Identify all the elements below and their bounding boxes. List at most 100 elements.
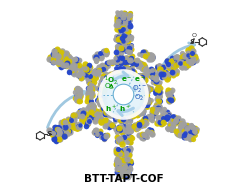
Point bbox=[126, 47, 130, 50]
Point bbox=[79, 75, 82, 78]
Point bbox=[90, 94, 94, 97]
Point bbox=[127, 24, 131, 27]
Point bbox=[158, 121, 162, 124]
Point bbox=[129, 38, 133, 41]
Point bbox=[146, 72, 150, 75]
Point bbox=[142, 86, 146, 89]
Point bbox=[129, 137, 133, 140]
Point bbox=[177, 55, 181, 58]
Point bbox=[138, 77, 142, 80]
Point bbox=[50, 58, 54, 61]
Point bbox=[51, 131, 55, 134]
Point bbox=[158, 81, 162, 84]
Point bbox=[163, 116, 167, 119]
Point bbox=[54, 50, 58, 53]
Point bbox=[132, 124, 136, 127]
Point bbox=[122, 129, 126, 132]
Point bbox=[129, 135, 133, 138]
Point bbox=[171, 120, 175, 123]
Point bbox=[147, 130, 151, 133]
Point bbox=[179, 128, 183, 131]
Point bbox=[92, 79, 96, 82]
Point bbox=[177, 132, 181, 136]
Point bbox=[139, 73, 143, 76]
Point bbox=[101, 79, 104, 82]
Point bbox=[77, 72, 81, 75]
Point bbox=[185, 125, 188, 128]
Point bbox=[118, 20, 122, 23]
Point bbox=[148, 58, 152, 61]
Point bbox=[58, 55, 62, 58]
Point bbox=[173, 62, 177, 65]
Point bbox=[125, 136, 129, 139]
Point bbox=[175, 56, 179, 59]
Point bbox=[114, 147, 118, 150]
Point bbox=[189, 132, 193, 135]
Point bbox=[122, 22, 126, 25]
Point bbox=[107, 76, 111, 79]
Point bbox=[120, 158, 124, 161]
Point bbox=[75, 94, 79, 97]
Point bbox=[127, 171, 131, 174]
Point bbox=[98, 98, 102, 101]
Point bbox=[72, 62, 76, 65]
Point bbox=[141, 124, 144, 127]
Point bbox=[118, 128, 122, 131]
Point bbox=[100, 89, 104, 92]
Point bbox=[157, 97, 161, 100]
Point bbox=[128, 72, 132, 75]
Point bbox=[124, 33, 128, 36]
Point bbox=[179, 60, 183, 63]
Point bbox=[126, 28, 130, 31]
Point bbox=[115, 161, 119, 164]
Point bbox=[141, 79, 145, 82]
Point bbox=[110, 73, 114, 76]
Point bbox=[125, 164, 129, 167]
Point bbox=[123, 61, 126, 64]
Point bbox=[144, 88, 148, 91]
Point bbox=[153, 91, 157, 94]
Point bbox=[103, 134, 107, 137]
Point bbox=[72, 114, 76, 117]
Point bbox=[127, 70, 131, 73]
Point bbox=[190, 129, 194, 132]
Point bbox=[68, 121, 72, 124]
Point bbox=[158, 86, 162, 89]
Point bbox=[129, 45, 133, 48]
Point bbox=[142, 51, 146, 54]
Point bbox=[129, 129, 133, 132]
Point bbox=[105, 78, 109, 81]
Point bbox=[115, 140, 119, 143]
Point bbox=[98, 83, 102, 86]
Point bbox=[105, 125, 109, 128]
Point bbox=[78, 94, 82, 97]
Point bbox=[58, 61, 62, 64]
Point bbox=[171, 123, 175, 126]
Point bbox=[78, 94, 82, 97]
Point bbox=[140, 54, 144, 57]
Point bbox=[64, 127, 68, 130]
Point bbox=[186, 134, 190, 137]
Point bbox=[52, 125, 56, 128]
Point bbox=[128, 114, 132, 117]
Point bbox=[168, 122, 172, 125]
Point bbox=[139, 74, 143, 77]
Point bbox=[54, 135, 58, 138]
Point bbox=[103, 81, 107, 84]
Point bbox=[118, 60, 122, 64]
Point bbox=[101, 78, 104, 81]
Point bbox=[116, 171, 120, 174]
Point bbox=[100, 81, 103, 84]
Point bbox=[133, 113, 137, 116]
Point bbox=[194, 59, 198, 62]
Point bbox=[151, 81, 155, 84]
Point bbox=[107, 75, 111, 78]
Point bbox=[114, 152, 118, 155]
Point bbox=[190, 60, 194, 63]
Point bbox=[118, 167, 122, 170]
Point bbox=[117, 60, 121, 63]
Point bbox=[62, 125, 66, 128]
Point bbox=[117, 33, 121, 36]
Point bbox=[183, 126, 186, 129]
Point bbox=[72, 119, 76, 122]
